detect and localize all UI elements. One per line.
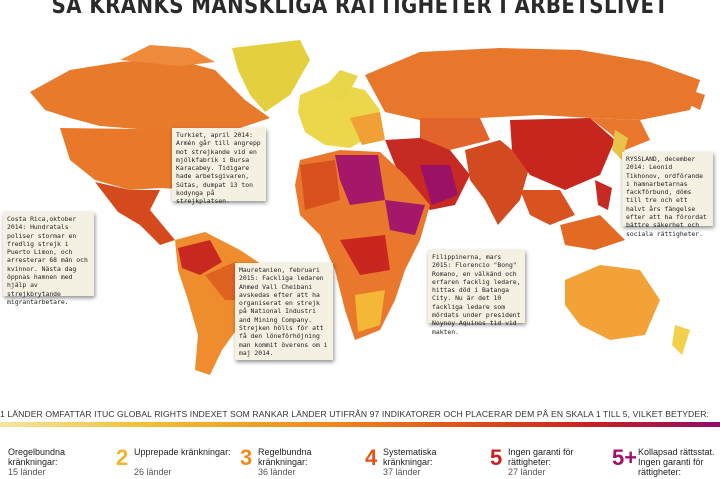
legend-count: 36 länder xyxy=(258,467,296,477)
legend-label: Systematiska kränkningar: xyxy=(383,447,437,467)
legend-number: 5+ xyxy=(612,445,638,470)
legend-item: Oregelbundna kränkningar: 15 länder xyxy=(0,445,110,479)
scale-bar xyxy=(0,422,720,427)
legend-item: 4 Systematiska kränkningar: 37 länder xyxy=(365,445,485,479)
legend-count: 15 länder xyxy=(8,467,46,477)
legend-label: Regelbundna kränkningar: xyxy=(258,447,312,467)
legend-count: 37 länder xyxy=(383,467,421,477)
annotation: Mauretanien, februari 2015: Fackliga led… xyxy=(235,263,333,360)
legend-label: Kollapsad rättsstat. Ingen garanti för r… xyxy=(638,447,715,477)
intro-text: 1 LÄNDER OMFATTAR ITUC GLOBAL RIGHTS IND… xyxy=(0,409,709,419)
legend-number: 2 xyxy=(116,445,129,470)
legend-item: 5+ Kollapsad rättsstat. Ingen garanti fö… xyxy=(612,445,720,479)
legend-number: 3 xyxy=(240,445,253,470)
legend-item: 2 Upprepade kränkningar: 26 länder xyxy=(116,445,236,479)
legend-number: 4 xyxy=(365,445,378,470)
title: SÅ KRÄNKS MÄNSKLIGA RÄTTIGHETER I ARBETS… xyxy=(51,0,669,19)
world-map xyxy=(30,40,705,375)
legend-count: 27 länder xyxy=(508,467,546,477)
legend-label: Upprepade kränkningar: xyxy=(134,447,231,457)
legend-label: Ingen garanti för rättigheter: xyxy=(508,447,574,467)
legend-label: Oregelbundna kränkningar: xyxy=(8,447,66,467)
legend-item: 5 Ingen garanti för rättigheter: 27 länd… xyxy=(490,445,608,479)
annotation: Turkiet, april 2014: Armén går till angr… xyxy=(172,128,266,205)
legend-item: 3 Regelbundna kränkningar: 36 länder xyxy=(240,445,360,479)
annotation: Filippinerna, mars 2015: Florencio "Bong… xyxy=(428,250,525,336)
legend-count: 26 länder xyxy=(134,467,172,477)
annotation: RYSSLAND, december 2014: Leonid Tikhonov… xyxy=(622,152,713,238)
legend-number: 5 xyxy=(490,445,503,470)
annotation: Costa Rica,oktober 2014: Hundratals poli… xyxy=(3,212,94,306)
